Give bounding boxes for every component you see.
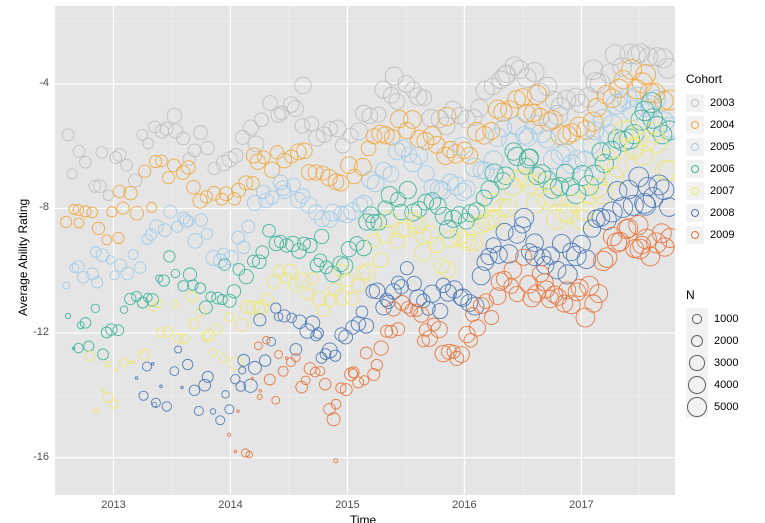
x-tick-label: 2015: [327, 499, 367, 511]
series-2007: [85, 120, 675, 413]
legend-cohort-item: 2003: [686, 92, 734, 114]
y-tick-label: -4: [19, 77, 49, 89]
legend-size-label: 3000: [714, 357, 738, 369]
x-tick-label: 2017: [561, 499, 601, 511]
x-tick-label: 2014: [210, 499, 250, 511]
legend-cohort-label: 2003: [710, 97, 734, 109]
y-tick-label: -16: [19, 451, 49, 463]
legend-cohort-item: 2004: [686, 114, 734, 136]
legend-cohort-label: 2009: [710, 229, 734, 241]
x-tick-label: 2016: [444, 499, 484, 511]
legend-cohort-item: 2008: [686, 202, 734, 224]
legend-size-item: 2000: [686, 330, 738, 352]
legend-size: N 1000 2000 3000 4000 5000: [686, 288, 738, 418]
legend-size-label: 1000: [714, 313, 738, 325]
legend-size-label: 5000: [714, 401, 738, 413]
x-axis-title: Time: [350, 513, 376, 523]
legend-cohort-label: 2005: [710, 141, 734, 153]
legend-size-item: 5000: [686, 396, 738, 418]
legend-cohort-item: 2006: [686, 158, 734, 180]
legend-cohort-item: 2007: [686, 180, 734, 202]
legend-size-label: 2000: [714, 335, 738, 347]
x-tick-label: 2013: [93, 499, 133, 511]
y-tick-label: -8: [19, 201, 49, 213]
legend-cohort-label: 2008: [710, 207, 734, 219]
legend-size-title: N: [686, 288, 738, 302]
legend-size-item: 3000: [686, 352, 738, 374]
plot-panel: [55, 6, 675, 495]
legend-cohort-label: 2004: [710, 119, 734, 131]
series-2009: [227, 215, 675, 462]
legend-cohort-title: Cohort: [686, 72, 734, 86]
legend-cohort-item: 2009: [686, 224, 734, 246]
legend-size-label: 4000: [714, 379, 738, 391]
chart-container: Average Ability Rating Time -16 -12 -8 -4 2…: [0, 0, 765, 523]
legend-cohort-label: 2007: [710, 185, 734, 197]
y-axis-title: Average Ability Rating: [16, 198, 30, 315]
legend-cohort-label: 2006: [710, 163, 734, 175]
legend-size-item: 1000: [686, 308, 738, 330]
y-tick-label: -12: [19, 326, 49, 338]
legend-size-item: 4000: [686, 374, 738, 396]
plot-svg: [55, 6, 675, 495]
legend-cohort-item: 2005: [686, 136, 734, 158]
legend-cohort: Cohort 2003 2004 2005 2006 2007 2008 2009: [686, 72, 734, 246]
